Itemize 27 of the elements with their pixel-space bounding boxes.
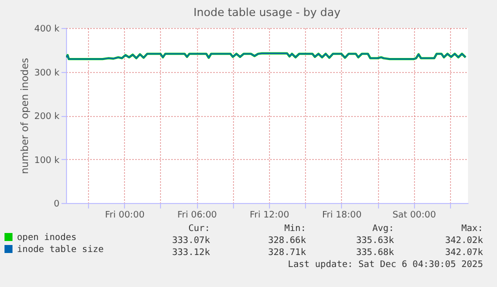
x-tick-label: Sat 00:00 [392,210,436,220]
y-tick-label: 300 k [34,68,60,78]
y-tick-label: 200 k [34,112,60,122]
text: 333.07k [172,236,211,246]
y-tick-label: 400 k [34,24,60,34]
x-tick-label: Fri 06:00 [177,210,218,220]
text: Max: [461,224,483,234]
text: 328.66k [268,236,307,246]
text: Min: [284,224,306,234]
y-tick-label: 0 [54,200,60,210]
text: Cur: [188,224,210,234]
text: 342.02k [445,236,484,246]
text: Avg: [372,224,394,234]
text: 333.12k [172,248,211,258]
y-tick-label: 100 k [34,156,60,166]
x-tick-label: Fri 18:00 [322,210,362,220]
text: 342.07k [445,248,484,258]
chart-title: Inode table usage - by day [194,6,341,19]
x-tick-label: Fri 00:00 [105,210,145,220]
x-tick-label: Fri 12:00 [250,210,290,220]
legend-label: inode table size [17,245,104,255]
text: 335.68k [356,248,395,258]
y-axis-title: number of open inodes [20,58,32,174]
text: 335.63k [356,236,395,246]
legend-label: open inodes [17,233,77,243]
text: 328.71k [268,248,307,258]
text: Last update: Sat Dec 6 04:30:05 2025 [288,260,483,270]
